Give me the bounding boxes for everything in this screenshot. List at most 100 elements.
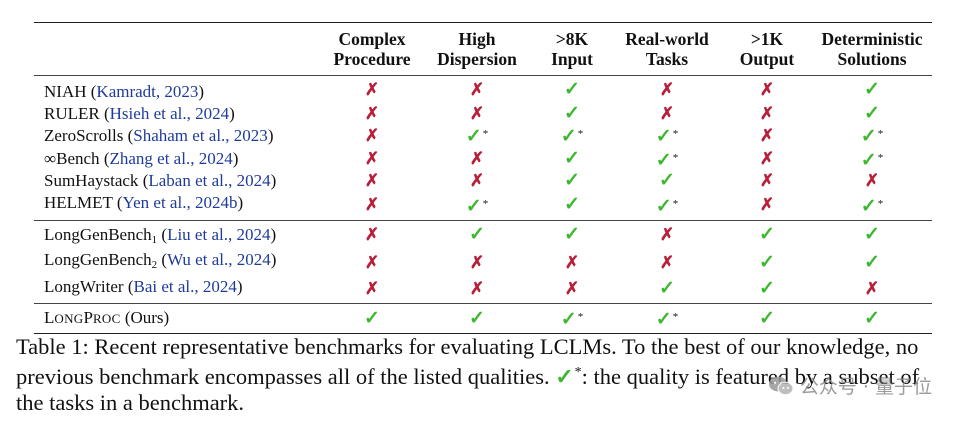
- ours-mark: ✓: [722, 304, 812, 334]
- check-icon: ✓: [860, 195, 877, 217]
- check-icon: ✓: [860, 126, 877, 148]
- citation-link[interactable]: Zhang et al., 2024: [109, 149, 233, 169]
- table-row: ∞Bench (Zhang et al., 2024) ✗ ✗ ✓ ✓* ✗ ✓*: [34, 148, 932, 171]
- cross-icon: ✗: [759, 171, 775, 191]
- benchmark-name: LongGenBench: [44, 224, 152, 244]
- benchmark-name: SumHaystack: [44, 171, 139, 191]
- citation-link[interactable]: Bai et al., 2024: [133, 277, 237, 297]
- mark-cell: ✗: [612, 250, 722, 275]
- check-icon: ✓: [564, 224, 580, 246]
- mark-cell: ✓: [722, 250, 812, 275]
- citation-link[interactable]: Wu et al., 2024: [167, 250, 271, 270]
- table-row: SumHaystack (Laban et al., 2024) ✗ ✗ ✓ ✓ ✗ ✗: [34, 171, 932, 191]
- mark-cell: ✓*: [612, 124, 722, 147]
- mark-cell: ✓: [812, 220, 932, 250]
- check-icon: ✓: [655, 309, 672, 331]
- subset-star: *: [672, 151, 679, 164]
- check-icon: ✓: [465, 126, 482, 148]
- cross-icon: ✗: [864, 171, 880, 191]
- cross-icon: ✗: [469, 252, 485, 272]
- check-icon: ✓: [564, 103, 580, 124]
- mark-cell: ✗: [422, 171, 532, 191]
- mark-cell: ✗: [422, 104, 532, 124]
- row-name: RULER (Hsieh et al., 2024): [44, 104, 235, 123]
- cross-icon: ✗: [364, 195, 380, 215]
- subset-star: *: [877, 151, 884, 164]
- check-icon: ✓: [564, 148, 580, 170]
- citation-link[interactable]: Liu et al., 2024: [167, 224, 271, 244]
- mark-cell: ✗: [722, 124, 812, 147]
- cross-icon: ✗: [864, 279, 880, 299]
- caption-part1: Table 1: Recent representative benchmark…: [16, 334, 919, 389]
- benchmark-name: RULER: [44, 104, 100, 123]
- cross-icon: ✗: [364, 279, 380, 299]
- row-name: LongGenBench1 (Liu et al., 2024): [44, 224, 277, 246]
- mark-cell: ✗: [812, 171, 932, 191]
- subset-star: *: [877, 197, 884, 210]
- mark-cell: ✗: [722, 192, 812, 221]
- citation-link[interactable]: Laban et al., 2024: [148, 171, 271, 191]
- mark-cell: ✗: [722, 148, 812, 171]
- mark-cell: ✗: [422, 250, 532, 275]
- mark-cell: ✗: [322, 171, 422, 191]
- mark-cell: ✗: [612, 76, 722, 105]
- row-name: NIAH (Kamradt, 2023): [44, 81, 205, 101]
- benchmark-name: ZeroScrolls: [44, 125, 124, 145]
- check-icon: ✓: [864, 307, 880, 329]
- mark-cell: ✗: [322, 220, 422, 250]
- subset-star: *: [672, 128, 679, 141]
- mark-cell: ✓: [722, 220, 812, 250]
- mark-cell: ✗: [322, 192, 422, 221]
- header-complex-procedure: Complex Procedure: [333, 29, 411, 69]
- check-icon: ✓: [655, 195, 672, 217]
- cross-icon: ✗: [364, 125, 380, 145]
- row-name: SumHaystack (Laban et al., 2024): [44, 171, 277, 191]
- table-row: ZeroScrolls (Shaham et al., 2023) ✗ ✓* ✓* ✓*…: [34, 124, 932, 147]
- check-icon: ✓: [469, 307, 485, 329]
- cross-icon: ✗: [759, 79, 775, 99]
- check-icon: ✓: [659, 278, 675, 300]
- subset-star: *: [672, 311, 679, 324]
- header-high-dispersion: High Dispersion: [437, 29, 517, 69]
- mark-cell: ✓*: [812, 192, 932, 221]
- check-icon: ✓: [759, 307, 775, 329]
- mark-cell: ✓*: [422, 192, 532, 221]
- citation-link[interactable]: Kamradt, 2023: [96, 81, 199, 101]
- check-icon: ✓: [759, 251, 775, 273]
- mark-cell: ✓: [532, 103, 612, 124]
- subset-star: *: [482, 197, 489, 210]
- check-icon: ✓: [655, 149, 672, 171]
- mark-cell: ✗: [322, 104, 422, 124]
- cross-icon: ✗: [564, 252, 580, 272]
- citation-link[interactable]: Hsieh et al., 2024: [109, 104, 230, 123]
- cross-icon: ✗: [659, 225, 675, 245]
- check-icon: ✓: [759, 278, 775, 300]
- benchmark-table-container: Complex Procedure High Dispersion >8K Input…: [34, 22, 932, 334]
- cross-icon: ✗: [564, 279, 580, 299]
- benchmark-name: LongWriter: [44, 277, 124, 297]
- cross-icon: ✗: [659, 252, 675, 272]
- header-corner: [34, 23, 322, 76]
- mark-cell: ✓: [612, 275, 722, 304]
- table-header-row: Complex Procedure High Dispersion >8K Input…: [34, 22, 932, 76]
- citation-link[interactable]: Shaham et al., 2023: [133, 125, 268, 145]
- mark-cell: ✓: [812, 250, 932, 275]
- cross-icon: ✗: [759, 104, 775, 123]
- check-icon: ✓: [864, 78, 880, 100]
- table-row-longproc: LONGPROC (Ours) ✓ ✓ ✓* ✓* ✓ ✓: [34, 303, 932, 334]
- caption-part2: : the quality is featured by a subset of…: [16, 364, 920, 415]
- mark-cell: ✗: [322, 124, 422, 147]
- check-icon: ✓: [759, 224, 775, 246]
- subset-star: *: [672, 197, 679, 210]
- mark-cell: ✗: [722, 171, 812, 191]
- cross-icon: ✗: [364, 225, 380, 245]
- subset-star: *: [877, 128, 884, 141]
- ours-mark: ✓*: [612, 304, 722, 334]
- citation-link[interactable]: Yen et al., 2024b: [122, 193, 238, 213]
- mark-cell: ✗: [322, 76, 422, 105]
- cross-icon: ✗: [364, 104, 380, 123]
- mark-cell: ✗: [722, 104, 812, 124]
- header-1k-output: >1K Output: [739, 29, 795, 69]
- header-deterministic-solutions: Deterministic Solutions: [821, 29, 923, 69]
- subset-star: *: [577, 128, 584, 141]
